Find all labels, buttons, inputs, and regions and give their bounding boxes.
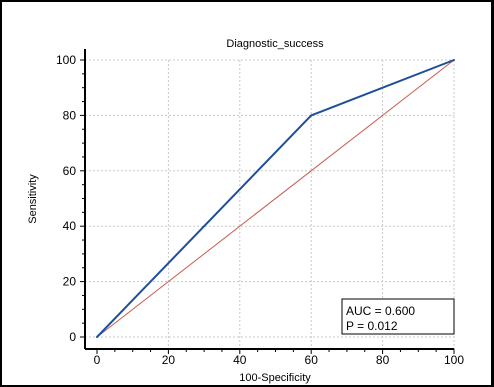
y-tick-label-20: 20 [63, 275, 77, 289]
roc-point-0 [96, 336, 98, 338]
y-axis-title: Sensitivity [27, 174, 39, 224]
y-tick-label-60: 60 [63, 164, 77, 178]
y-tick-label-100: 100 [56, 53, 76, 67]
y-tick-label-80: 80 [63, 108, 77, 122]
auc-annotation-box [341, 298, 455, 335]
y-tick-label-0: 0 [69, 330, 76, 344]
series-group [96, 59, 455, 338]
x-tick-label-60: 60 [305, 353, 319, 367]
reference-line [96, 59, 455, 338]
x-tick-label-40: 40 [233, 353, 247, 367]
y-tick-label-40: 40 [63, 219, 77, 233]
axes: 0 20 40 60 80 100 0 20 40 60 80 100 [56, 49, 464, 367]
auc-annotation: AUC = 0.600 P = 0.012 [341, 298, 455, 335]
x-tick-label-0: 0 [94, 353, 101, 367]
roc-point-1 [310, 114, 313, 117]
p-value-text: P = 0.012 [346, 319, 398, 333]
x-axis-title: 100-Specificity [239, 372, 311, 384]
roc-point-2 [453, 59, 455, 61]
chart-title: Diagnostic_success [226, 38, 324, 50]
auc-text: AUC = 0.600 [346, 304, 415, 318]
x-tick-label-20: 20 [162, 353, 176, 367]
x-tick-label-80: 80 [376, 353, 390, 367]
x-tick-label-100: 100 [444, 353, 464, 367]
